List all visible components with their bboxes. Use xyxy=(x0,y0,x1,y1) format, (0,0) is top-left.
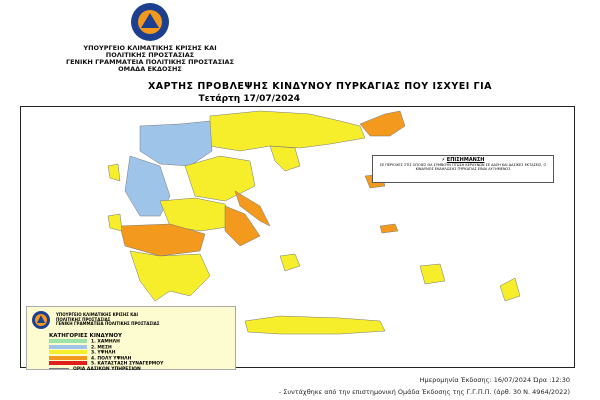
region-macedonia xyxy=(209,110,366,152)
legend-item: 4. ΠΟΛΥ ΥΨΗΛΗ xyxy=(49,355,235,361)
region-epirus xyxy=(124,155,171,217)
legend-item: 2. ΜΕΣΗ xyxy=(49,344,235,350)
region-peloponnese-n xyxy=(119,223,206,257)
region-samos xyxy=(379,223,399,234)
region-peloponnese-s xyxy=(129,250,211,302)
region-evia xyxy=(234,190,271,227)
region-attica xyxy=(224,205,261,247)
region-chalkidiki xyxy=(269,145,301,172)
forecast-date: Τετάρτη 17/07/2024 xyxy=(198,94,300,104)
legend: ΥΠΟΥΡΓΕΙΟ ΚΛΙΜΑΤΙΚΗΣ ΚΡΙΣΗΣ ΚΑΙ ΠΟΛΙΤΙΚΗΣ… xyxy=(26,306,236,373)
region-corfu xyxy=(107,163,121,182)
region-west-macedonia xyxy=(139,120,213,167)
legend-item: 3. ΥΨΗΛΗ xyxy=(49,350,235,356)
region-crete xyxy=(244,315,386,335)
region-rhodes xyxy=(499,277,521,302)
map-title: ΧΑΡΤΗΣ ΠΡΟΒΛΕΨΗΣ ΚΙΝΔΥΝΟΥ ΠΥΡΚΑΓΙΑΣ ΠΟΥ … xyxy=(147,81,492,92)
region-thessaly xyxy=(184,155,256,202)
legend-item: 5. ΚΑΤΑΣΤΑΣΗ ΣΥΝΑΓΕΡΜΟΥ xyxy=(49,361,235,367)
region-dodecanese xyxy=(419,263,446,285)
civil-protection-logo-small xyxy=(32,311,50,329)
legend-boundary: ΟΡΙΑ ΔΑΣΙΚΩΝ ΥΠΗΡΕΣΙΩΝ xyxy=(27,367,235,373)
map-frame xyxy=(20,106,575,368)
civil-protection-logo xyxy=(131,3,169,41)
greece-risk-map xyxy=(107,110,521,335)
legend-swatch xyxy=(49,355,87,360)
region-thrace xyxy=(359,110,406,137)
ministry-header: ΥΠΟΥΡΓΕΙΟ ΚΛΙΜΑΤΙΚΗΣ ΚΡΙΣΗΣ ΚΑΙ ΠΟΛΙΤΙΚΗΣ… xyxy=(65,44,235,73)
lightning-icon: ⚡ xyxy=(441,157,446,163)
issue-date: Ημερομηνία Έκδοσης: 16/07/2024 Ώρα :12:3… xyxy=(419,376,570,384)
credit-line: - Συντάχθηκε από την επιστημονική Ομάδα … xyxy=(278,388,570,396)
legend-title: ΚΑΤΗΓΟΡΙΕΣ ΚΙΝΔΥΝΟΥ xyxy=(49,333,122,339)
region-kefalonia xyxy=(107,213,123,232)
legend-swatch xyxy=(49,339,87,343)
legend-swatch xyxy=(49,350,87,354)
region-cyclades xyxy=(279,253,301,272)
legend-swatch xyxy=(49,344,87,349)
lightning-notice: ⚡ ΕΠΙΣΗΜΑΝΣΗ ΣΕ ΠΕΡΙΟΧΕΣ ΣΤΙΣ ΟΠΟΙΕΣ ΘΑ … xyxy=(372,155,554,183)
legend-swatch xyxy=(49,361,87,365)
legend-item: 1. ΧΑΜΗΛΗ xyxy=(49,339,235,345)
